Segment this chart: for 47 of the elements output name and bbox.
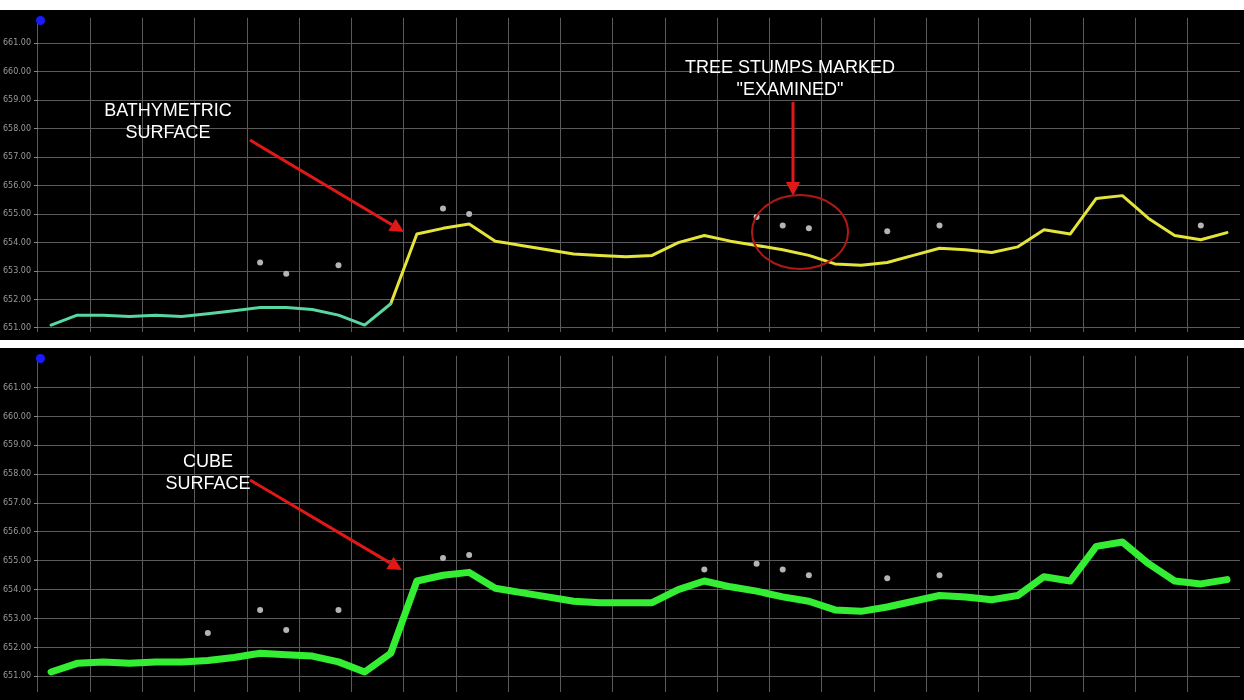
y-tick-label: 654.00 <box>2 584 31 594</box>
point <box>204 630 211 637</box>
y-tick-label: 659.00 <box>2 440 31 450</box>
annotation: TREE STUMPS MARKED "EXAMINED" <box>684 56 896 100</box>
point <box>753 560 760 567</box>
point <box>257 259 264 266</box>
point <box>1197 222 1204 229</box>
y-tick-label: 652.00 <box>2 642 31 652</box>
point <box>257 606 264 613</box>
point <box>283 270 290 277</box>
point <box>805 225 812 232</box>
point <box>440 205 447 212</box>
y-tick-label: 653.00 <box>2 613 31 623</box>
point <box>701 566 708 573</box>
y-tick-label: 656.00 <box>2 180 31 190</box>
point <box>283 627 290 634</box>
annotation: BATHYMETRIC SURFACE <box>104 99 232 143</box>
point <box>440 554 447 561</box>
y-tick-label: 656.00 <box>2 527 31 537</box>
point <box>779 222 786 229</box>
y-tick-label: 651.00 <box>2 671 31 681</box>
y-tick-label: 659.00 <box>2 95 31 105</box>
y-tick-label: 653.00 <box>2 266 31 276</box>
y-tick-label: 661.00 <box>2 38 31 48</box>
point <box>884 575 891 582</box>
y-tick-label: 661.00 <box>2 382 31 392</box>
point <box>805 572 812 579</box>
point <box>936 222 943 229</box>
y-tick-label: 657.00 <box>2 498 31 508</box>
y-tick-label: 654.00 <box>2 237 31 247</box>
y-tick-label: 660.00 <box>2 411 31 421</box>
point <box>335 262 342 269</box>
y-tick-label: 651.00 <box>2 323 31 333</box>
annotation: CUBE SURFACE <box>165 450 251 494</box>
y-tick-label: 655.00 <box>2 209 31 219</box>
y-tick-label: 652.00 <box>2 294 31 304</box>
point <box>779 566 786 573</box>
point <box>466 211 473 218</box>
y-tick-label: 655.00 <box>2 555 31 565</box>
y-tick-label: 658.00 <box>2 469 31 479</box>
point <box>884 228 891 235</box>
point <box>335 606 342 613</box>
y-tick-label: 658.00 <box>2 123 31 133</box>
point <box>936 572 943 579</box>
y-tick-label: 657.00 <box>2 152 31 162</box>
y-tick-label: 660.00 <box>2 66 31 76</box>
point <box>466 552 473 559</box>
